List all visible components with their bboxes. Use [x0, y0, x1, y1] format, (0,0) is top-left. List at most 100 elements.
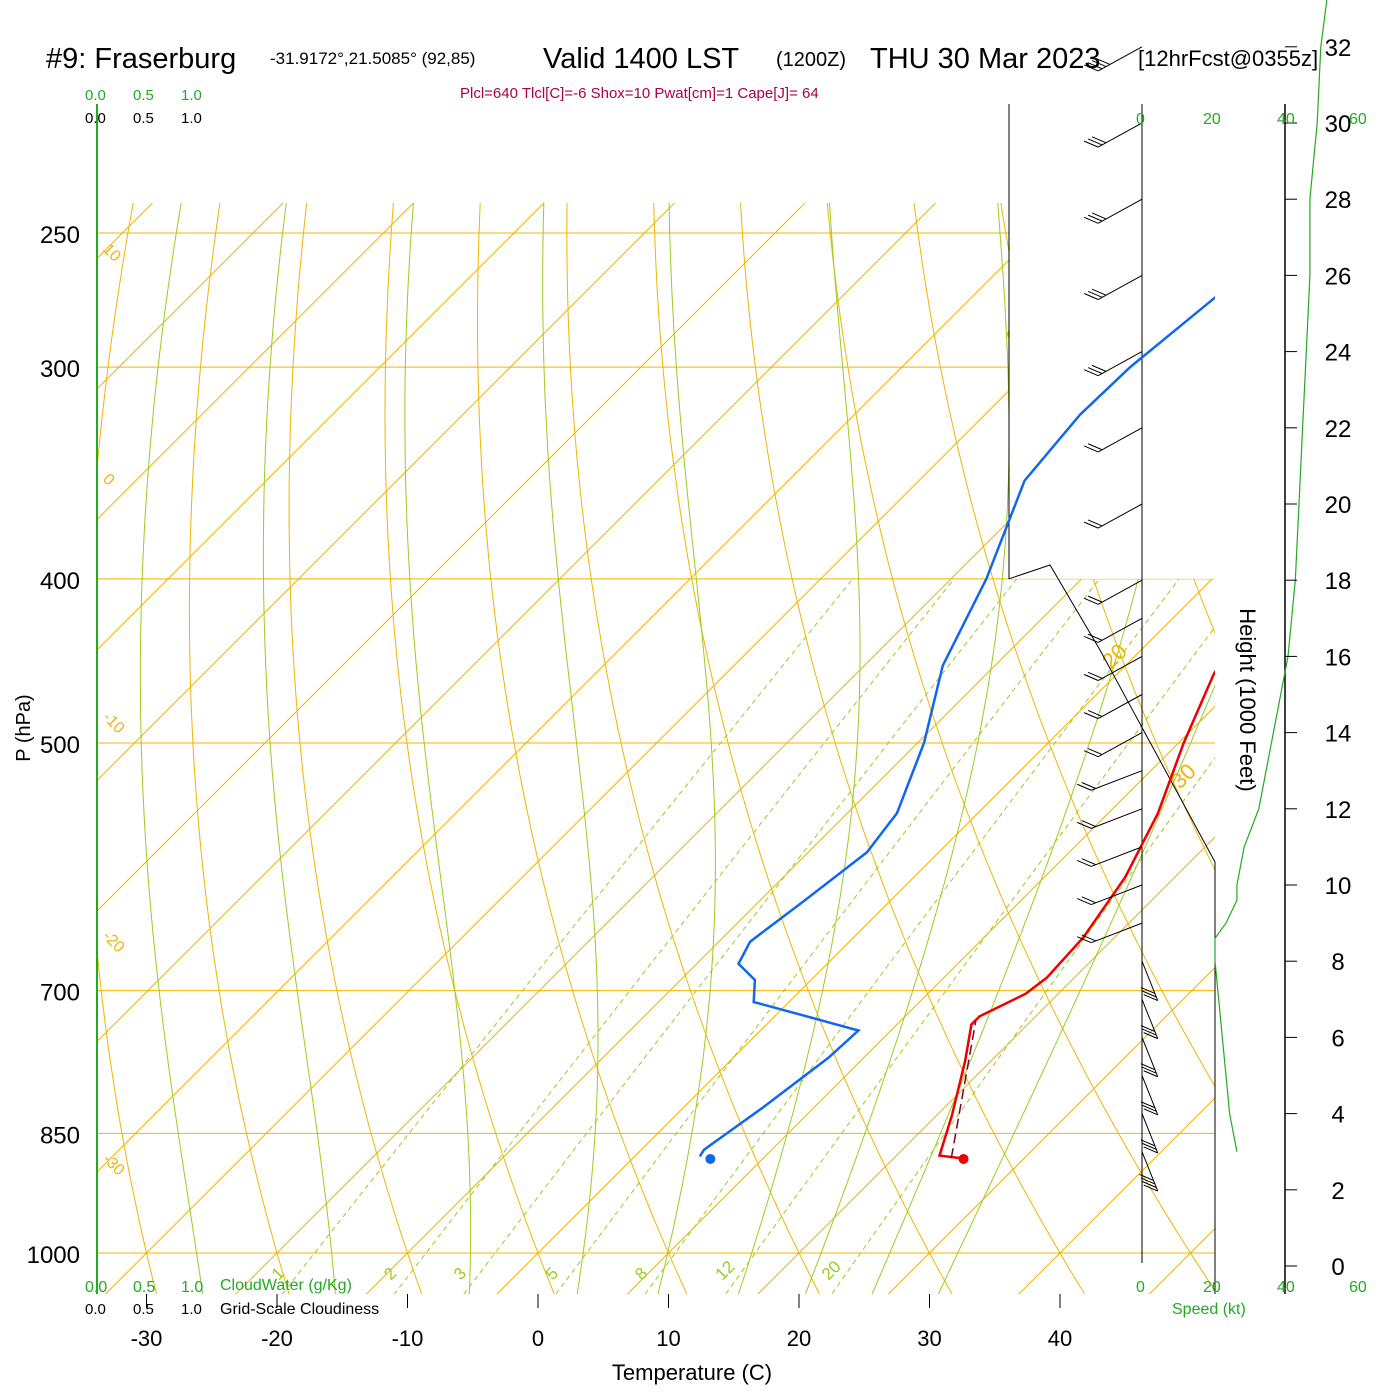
barb-flag: [1083, 140, 1099, 148]
barb-staff: [1141, 999, 1159, 1039]
isotherm-line: [1018, 1097, 1215, 1294]
wind-barb: [1083, 579, 1143, 605]
x-tick-label: 30: [917, 1326, 941, 1351]
mixing-ratio-line: [393, 578, 955, 1294]
x-tick-label: -30: [131, 1326, 163, 1351]
wind-barbs: [1077, 46, 1159, 1192]
barb-flag: [1081, 820, 1096, 828]
cloudwater-bottom-tick-2: 1.0: [181, 1279, 203, 1296]
x-tick-label: -20: [261, 1326, 293, 1351]
wind-barb: [1083, 617, 1143, 643]
barb-flag: [1140, 986, 1156, 994]
panel-mask: [1009, 104, 1300, 579]
height-tick-label: 4: [1331, 1102, 1344, 1129]
y-axis-title: P (hPa): [13, 694, 35, 761]
barb-staff: [1091, 922, 1143, 944]
mixing-ratio-line: [644, 578, 1180, 1294]
x-axis-title: Temperature (C): [612, 1360, 772, 1385]
barb-flag: [1142, 1181, 1157, 1188]
dry-adiabat: [288, 202, 423, 1294]
cloudwater-bottom-tick-1: 0.5: [133, 1279, 155, 1296]
x-tick-label: 0: [532, 1326, 544, 1351]
barb-flag: [1087, 214, 1103, 222]
height-tick-label: 20: [1325, 492, 1352, 519]
barb-flag: [1140, 1139, 1156, 1147]
cloudiness-top-tick-1: 0.5: [133, 110, 154, 127]
stability-indices: Plcl=640 Tlcl[C]=-6 Shox=10 Pwat[cm]=1 C…: [460, 85, 819, 102]
barb-flag: [1091, 136, 1107, 144]
wind-barb: [1083, 655, 1143, 681]
barb-staff: [1141, 1075, 1159, 1116]
barb-flag: [1091, 364, 1107, 372]
isotherm-line: [887, 966, 1215, 1294]
sounding-curves: [698, 295, 1215, 1164]
barb-flag: [1087, 62, 1103, 70]
barb-staff: [1097, 732, 1143, 758]
barb-flag: [1143, 1146, 1158, 1154]
barb-staff: [1097, 694, 1143, 720]
barb-flag: [1083, 712, 1099, 720]
barb-flag: [1081, 896, 1096, 904]
barb-flag: [1091, 288, 1107, 296]
barb-flag: [1081, 782, 1096, 789]
barb-flag: [1083, 750, 1099, 758]
temperature-curve: [937, 669, 1215, 1160]
barb-flag: [1087, 633, 1103, 641]
barb-flag: [1142, 1104, 1157, 1112]
barb-flag: [1087, 138, 1103, 146]
barb-flag: [1142, 990, 1157, 998]
height-tick-label: 30: [1325, 111, 1352, 138]
barb-flag: [1077, 898, 1092, 906]
barb-flag: [1140, 1177, 1156, 1185]
barb-staff: [1097, 655, 1143, 681]
wind-barb: [1083, 274, 1143, 300]
barb-staff: [1097, 198, 1143, 224]
wind-barb: [1083, 122, 1143, 148]
barb-flag: [1087, 367, 1103, 375]
barb-staff: [1141, 961, 1159, 1001]
barb-flag: [1077, 821, 1092, 829]
wind-barb: [1140, 1075, 1159, 1116]
pressure-tick-label: 400: [40, 568, 80, 595]
height-tick-label: 24: [1325, 340, 1352, 367]
bottom-scales: 0.0 0.5 1.0 CloudWater (g/Kg) 0.0 0.5 1.…: [85, 1277, 1367, 1318]
x-tick-label: 10: [656, 1326, 680, 1351]
barb-flag: [1091, 60, 1107, 68]
moist-adiabat: [804, 202, 1010, 1294]
cloudiness-label: Grid-Scale Cloudiness: [220, 1301, 379, 1318]
barb-flag: [1087, 443, 1103, 451]
isotherm-line: [626, 705, 1215, 1294]
top-scales: 0.0 0.5 1.0 0.0 0.5 1.0 0 20 40 60: [85, 87, 1367, 128]
dry-adiabat: [913, 202, 1215, 1088]
barb-staff: [1097, 46, 1143, 72]
height-tick-label: 10: [1325, 873, 1352, 900]
wind-barb: [1083, 732, 1143, 758]
station-title: #9: Fraserburg: [46, 43, 236, 75]
cloudiness-bottom-tick-0: 0.0: [85, 1301, 106, 1318]
barb-flag: [1140, 1025, 1156, 1033]
moist-adiabat: [737, 202, 861, 1294]
wind-barb: [1140, 961, 1159, 1001]
x-tick-label: -10: [392, 1326, 424, 1351]
isotherm-line: [496, 575, 1215, 1294]
barb-flag: [1087, 290, 1103, 298]
barb-staff: [1097, 351, 1143, 377]
wind-barb: [1083, 503, 1143, 529]
barb-staff: [1091, 770, 1143, 791]
barb-flag: [1083, 64, 1099, 72]
wind-barb: [1083, 198, 1143, 224]
speed-label: Speed (kt): [1172, 1301, 1246, 1318]
dry-adiabat: [384, 202, 555, 1294]
height-tick-label: 18: [1325, 568, 1352, 595]
height-tick-label: 2: [1331, 1178, 1344, 1205]
barb-flag: [1087, 709, 1103, 717]
wind-barb: [1077, 846, 1143, 867]
dry-adiabat: [566, 202, 821, 1294]
dry-adiabat: [653, 202, 953, 1294]
pressure-tick-label: 300: [40, 356, 80, 383]
height-tick-label: 0: [1331, 1254, 1344, 1281]
barb-flag: [1143, 1032, 1158, 1040]
height-tick-label: 28: [1325, 187, 1352, 214]
speed-top-tick-2: 40: [1277, 111, 1295, 128]
